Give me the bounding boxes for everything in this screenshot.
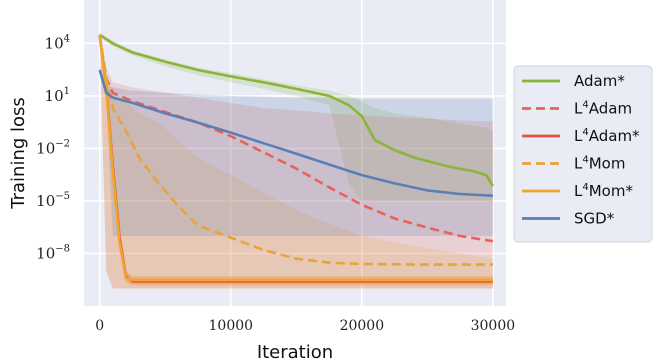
legend-box [513, 65, 653, 243]
legend-entry-3: L4Mom [574, 155, 625, 173]
band-series-3 [99, 32, 493, 289]
y-tick-label: 10−2 [36, 138, 70, 157]
confidence-bands [99, 32, 493, 289]
x-tick-label: 10000 [209, 318, 254, 334]
legend-entry-2: L4Adam* [574, 127, 640, 145]
y-axis-label: Training loss [8, 97, 29, 210]
y-tick-label: 101 [45, 86, 70, 105]
x-tick-labels: 0 10000 20000 30000 [95, 318, 515, 334]
band-series-1 [99, 32, 493, 289]
y-tick-labels: 10−8 10−5 10−2 101 104 [36, 33, 70, 262]
legend-entry-4: L4Mom* [574, 182, 633, 200]
band-series-0 [99, 32, 493, 201]
line-series-5 [98, 69, 493, 197]
legend-entry-1: L4Adam [574, 100, 632, 118]
band-series-5 [99, 64, 493, 236]
x-tick-label: 0 [95, 318, 104, 334]
x-tick-label: 20000 [340, 318, 385, 334]
y-tick-label: 10−5 [36, 191, 70, 210]
line-series-0 [98, 33, 495, 187]
y-tick-label: 10−8 [36, 243, 70, 262]
line-series-4 [98, 34, 493, 282]
x-axis-label: Iteration [257, 342, 333, 362]
series-lines [98, 33, 495, 283]
line-series-3 [98, 34, 493, 266]
legend-entry-0: Adam* [574, 72, 625, 90]
legend: Adam* L4Adam L4Adam* L4Mom L4Mom* SGD* [513, 65, 653, 243]
legend-entry-5: SGD* [574, 210, 615, 228]
gridlines [84, 0, 506, 306]
y-tick-label: 104 [45, 33, 70, 52]
x-tick-label: 30000 [471, 318, 516, 334]
